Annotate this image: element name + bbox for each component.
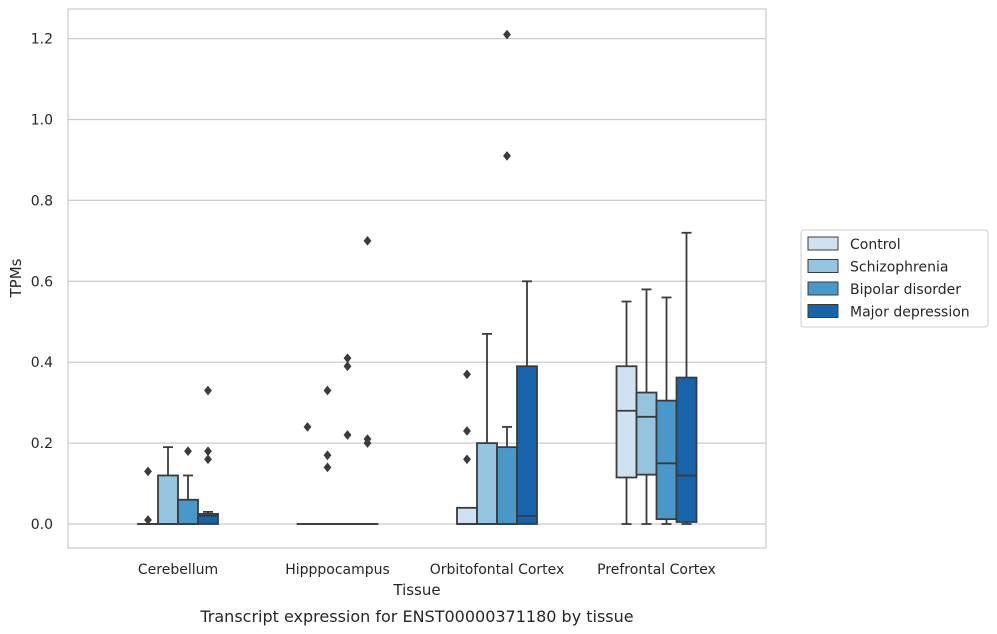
box-3-3 (675, 231, 698, 525)
y-tick-label: 0.0 (31, 517, 53, 533)
outlier-point (323, 385, 332, 396)
outlier-point (463, 454, 471, 465)
outlier-point (343, 430, 352, 440)
x-axis-ticks: Cerebellum Hipppocampus Orbitofontal Corte… (138, 562, 716, 578)
box-0-2 (177, 446, 199, 525)
legend-swatch (807, 281, 839, 296)
x-tick-label: Hipppocampus (285, 562, 390, 578)
box-body (456, 506, 478, 525)
box-body (675, 376, 698, 523)
box-body (635, 391, 658, 476)
outlier-point (144, 466, 152, 477)
box-body (516, 365, 538, 525)
box-body (197, 512, 219, 525)
outlier-point (144, 515, 152, 525)
box-0-0 (137, 466, 159, 525)
y-axis-label: TPMs (7, 258, 25, 298)
y-tick-label: 0.8 (31, 193, 53, 209)
box-body (496, 446, 518, 525)
outlier-point (323, 462, 332, 473)
outlier-point (184, 446, 192, 457)
box-body (615, 365, 638, 479)
legend-entry: Schizophrenia (850, 260, 948, 276)
outlier-point (503, 29, 511, 40)
y-tick-label: 1.2 (31, 32, 53, 48)
outlier-point (363, 236, 372, 246)
legend-entry: Bipolar disorder (850, 282, 961, 298)
legend-entry: Control (850, 237, 901, 253)
box-body (177, 498, 199, 525)
x-axis-label: Tissue (392, 581, 440, 599)
y-tick-label: 0.2 (31, 436, 53, 452)
outlier-point (303, 422, 312, 432)
box-body (157, 474, 179, 525)
outlier-point (204, 454, 212, 465)
figure-caption: Transcript expression for ENST0000037118… (199, 607, 633, 626)
legend-swatch (807, 304, 839, 318)
legend-entry: Major depression (850, 305, 970, 321)
box-body (476, 442, 498, 525)
legend-swatch (807, 236, 839, 251)
y-tick-label: 1.0 (31, 113, 53, 129)
y-tick-label: 0.6 (31, 274, 53, 290)
outlier-point (463, 369, 471, 380)
boxes (137, 29, 698, 525)
legend-swatch (807, 259, 839, 273)
box-2-3 (516, 280, 538, 525)
legend-frame (800, 229, 989, 328)
box-0-3 (197, 385, 219, 525)
box-body (655, 399, 678, 521)
legend: Control Schizophrenia Bipolar disorder Majo… (800, 229, 989, 328)
outlier-point (363, 438, 372, 448)
outlier-point (503, 151, 511, 161)
x-tick-label: Cerebellum (138, 562, 218, 578)
plot-frame (67, 8, 767, 549)
box-1-3 (356, 236, 379, 525)
x-tick-label: Prefrontal Cortex (597, 562, 716, 578)
outlier-point (343, 361, 352, 372)
y-axis-ticks: 0.0 0.2 0.4 0.6 0.8 1.0 1.2 (31, 32, 53, 533)
outlier-point (204, 385, 212, 396)
outlier-point (463, 426, 471, 436)
box-3-1 (635, 288, 658, 525)
outlier-point (323, 450, 332, 461)
y-tick-label: 0.4 (31, 355, 53, 371)
box-1-1 (316, 385, 339, 525)
x-tick-label: Orbitofontal Cortex (430, 562, 565, 578)
